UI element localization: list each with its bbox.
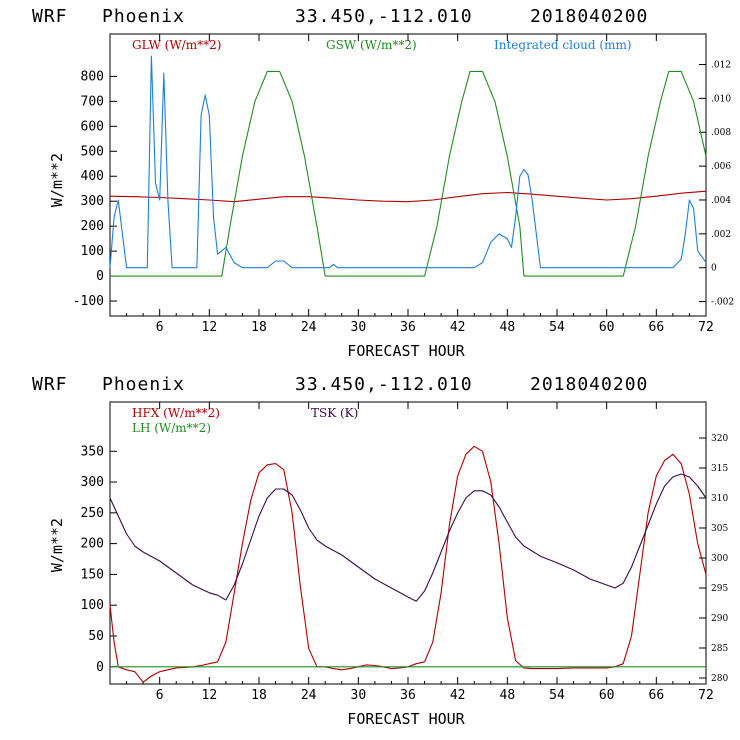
series-lines <box>109 445 707 683</box>
y2-tick-label: 305 <box>711 524 728 534</box>
y-axis-ticks: -100 0 100 200 300 400 500 600 700 800 <box>73 69 117 309</box>
y-tick-label: 200 <box>81 537 104 552</box>
plot-frame <box>109 401 707 685</box>
y-tick-label: 700 <box>81 94 104 109</box>
header-location: Phoenix <box>102 6 185 27</box>
x-axis-label: FORECAST HOUR <box>347 342 465 360</box>
series-line-integrated <box>109 55 707 269</box>
y2-tick-label: .004 <box>711 196 731 206</box>
x-tick-label: 30 <box>351 320 367 335</box>
y-axis-label: W/m**2 <box>48 518 66 572</box>
y-tick-label: 500 <box>81 144 104 159</box>
x-tick-label: 54 <box>549 320 565 335</box>
x-tick-label: 42 <box>450 320 466 335</box>
x-axis-ticks: 6 12 18 24 30 36 42 48 54 60 66 72 <box>126 34 714 335</box>
y2-tick-label: .012 <box>711 60 731 70</box>
y-axis-ticks: 0 50 100 150 200 250 300 350 <box>81 444 117 675</box>
x-tick-label: 72 <box>698 688 714 703</box>
panel-heat-flux: WRF Phoenix 33.450,-112.010 2018040200 H… <box>32 374 728 728</box>
x-axis-ticks: 6 12 18 24 30 36 42 48 54 60 66 72 <box>126 402 714 703</box>
y2-tick-label: -.002 <box>711 298 734 308</box>
y-tick-label: 250 <box>81 506 104 521</box>
y-tick-label: 150 <box>81 567 104 582</box>
x-tick-label: 60 <box>599 688 615 703</box>
x-tick-label: 6 <box>156 320 164 335</box>
y-tick-label: 100 <box>81 598 104 613</box>
x-tick-label: 48 <box>500 688 516 703</box>
x-tick-label: 42 <box>450 688 466 703</box>
x-tick-label: 6 <box>156 688 164 703</box>
y-tick-label: 300 <box>81 475 104 490</box>
y2-tick-label: 295 <box>711 584 728 594</box>
x-tick-label: 36 <box>400 688 416 703</box>
y2-tick-label: 280 <box>711 674 728 684</box>
header-location: Phoenix <box>102 374 185 395</box>
legend-gsw: GSW (W/m**2) <box>326 38 417 52</box>
x-tick-label: 12 <box>202 688 218 703</box>
y-tick-label: 50 <box>88 629 104 644</box>
x-tick-label: 24 <box>301 688 317 703</box>
y2-tick-label: 320 <box>711 434 728 444</box>
y2-axis-ticks: 280 285 290 295 300 305 310 315 320 <box>699 434 728 684</box>
x-tick-label: 48 <box>500 320 516 335</box>
y-tick-label: 800 <box>81 69 104 84</box>
y2-tick-label: 0 <box>711 264 717 274</box>
x-tick-label: 36 <box>400 320 416 335</box>
y-axis-label: W/m**2 <box>48 153 66 207</box>
header-coords: 33.450,-112.010 <box>295 6 473 27</box>
x-tick-label: 12 <box>202 320 218 335</box>
header-run: 2018040200 <box>530 374 648 395</box>
series-line-tsk <box>109 473 707 602</box>
series-lines <box>109 55 707 277</box>
y-tick-label: 600 <box>81 119 104 134</box>
series-line-gsw <box>110 70 707 277</box>
x-tick-label: 24 <box>301 320 317 335</box>
x-tick-label: 54 <box>549 688 565 703</box>
x-tick-label: 66 <box>649 320 665 335</box>
y2-tick-label: .006 <box>711 162 731 172</box>
x-axis-label: FORECAST HOUR <box>347 710 465 728</box>
x-tick-label: 72 <box>698 320 714 335</box>
series-line-hfx <box>109 445 707 683</box>
panel-radiation: WRF Phoenix 33.450,-112.010 2018040200 G… <box>32 6 734 360</box>
header-model: WRF <box>32 6 68 27</box>
y2-tick-label: .010 <box>711 94 731 104</box>
y2-tick-label: 310 <box>711 494 728 504</box>
header-coords: 33.450,-112.010 <box>295 374 473 395</box>
y-tick-label: 0 <box>96 660 104 675</box>
x-tick-label: 18 <box>251 688 267 703</box>
legend-hfx: HFX (W/m**2) <box>132 406 220 420</box>
header-model: WRF <box>32 374 68 395</box>
y2-tick-label: 290 <box>711 614 728 624</box>
x-tick-label: 18 <box>251 320 267 335</box>
y-tick-label: 200 <box>81 219 104 234</box>
y-tick-label: 400 <box>81 169 104 184</box>
x-tick-label: 66 <box>649 688 665 703</box>
y-tick-label: 100 <box>81 244 104 259</box>
y-tick-label: 350 <box>81 444 104 459</box>
legend-tsk: TSK (K) <box>311 406 358 420</box>
y2-tick-label: 300 <box>711 554 728 564</box>
y-tick-label: 300 <box>81 194 104 209</box>
y2-tick-label: 315 <box>711 464 728 474</box>
y2-tick-label: 285 <box>711 644 728 654</box>
header-run: 2018040200 <box>530 6 648 27</box>
x-tick-label: 30 <box>351 688 367 703</box>
y2-axis-ticks: -.002 0 .002 .004 .006 .008 .010 .012 <box>699 60 734 308</box>
series-line-glw <box>109 190 707 203</box>
x-tick-label: 60 <box>599 320 615 335</box>
legend-lh: LH (W/m**2) <box>132 421 211 435</box>
y2-tick-label: .008 <box>711 128 731 138</box>
legend-glw: GLW (W/m**2) <box>132 38 221 52</box>
y-tick-label: 0 <box>96 269 104 284</box>
y2-tick-label: .002 <box>711 230 731 240</box>
y-tick-label: -100 <box>73 294 104 309</box>
legend-cloud: Integrated cloud (mm) <box>494 38 632 52</box>
